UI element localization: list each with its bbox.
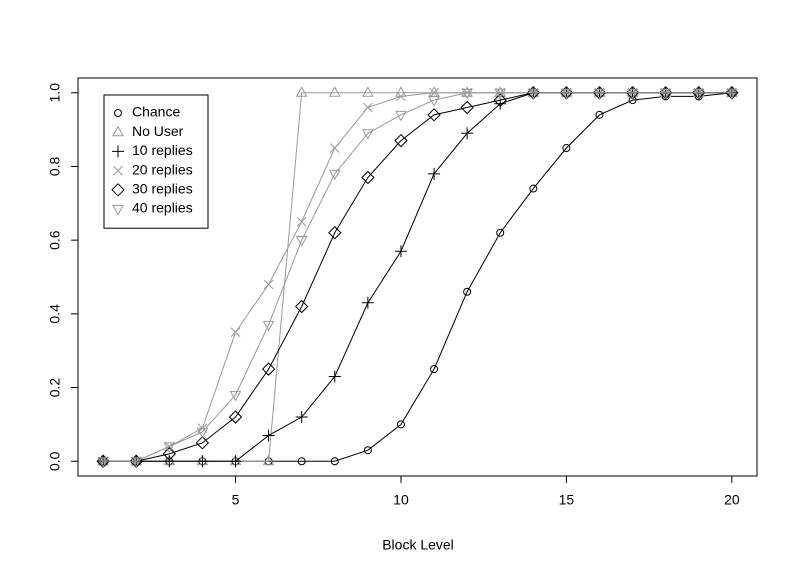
marker (295, 411, 308, 424)
marker (328, 370, 341, 383)
legend-marker (112, 145, 124, 158)
marker (262, 454, 275, 466)
legend-marker (113, 165, 123, 176)
marker (394, 133, 408, 148)
marker (493, 93, 507, 107)
marker (362, 86, 374, 97)
x-tick-label: 5 (232, 492, 240, 508)
y-tick-label: 0.0 (47, 451, 63, 471)
marker (294, 299, 309, 314)
marker (428, 96, 440, 107)
marker (328, 86, 341, 97)
marker (692, 88, 705, 100)
marker (463, 287, 472, 296)
marker (295, 236, 308, 247)
legend-label: 20 replies (132, 161, 193, 177)
marker (395, 86, 407, 97)
marker (562, 144, 571, 153)
legend-label: Chance (132, 104, 180, 120)
x-tick-label: 20 (724, 492, 740, 508)
marker (361, 296, 374, 309)
marker (659, 88, 672, 100)
marker (329, 143, 340, 153)
marker (162, 447, 177, 461)
marker (363, 102, 373, 113)
marker (726, 88, 738, 100)
y-tick-label: 0.4 (47, 304, 63, 324)
x-tick-label: 15 (559, 492, 575, 508)
legend-marker (112, 125, 124, 137)
legend-marker (114, 109, 122, 117)
marker (461, 86, 473, 97)
marker (363, 446, 372, 455)
series-line (103, 92, 732, 462)
marker (163, 442, 176, 454)
marker (560, 88, 573, 100)
marker (527, 88, 540, 100)
x-tick-label: 10 (393, 492, 409, 508)
marker (595, 110, 604, 119)
marker (396, 420, 405, 429)
marker (195, 436, 210, 450)
marker (626, 88, 639, 100)
marker (395, 110, 407, 122)
marker (297, 457, 306, 466)
marker (230, 327, 241, 338)
marker (361, 170, 375, 185)
marker (396, 91, 406, 102)
marker (328, 169, 341, 181)
marker (196, 455, 209, 468)
legend-label: 10 replies (132, 142, 193, 158)
marker (163, 455, 176, 468)
marker (295, 86, 308, 97)
marker (228, 410, 243, 424)
marker (593, 88, 606, 100)
marker (394, 245, 407, 258)
marker (196, 427, 209, 439)
y-tick-label: 0.6 (47, 230, 63, 250)
marker (460, 100, 474, 115)
marker (262, 320, 275, 332)
legend-marker (111, 183, 125, 197)
y-tick-label: 1.0 (47, 83, 63, 103)
marker (529, 184, 538, 193)
y-tick-label: 0.8 (47, 157, 63, 177)
marker (229, 455, 242, 468)
marker (494, 88, 507, 100)
marker (496, 228, 505, 237)
x-axis-label: Block Level (382, 537, 454, 553)
marker (330, 457, 339, 466)
legend-label: 30 replies (132, 181, 193, 197)
plot-frame (77, 77, 758, 477)
marker (429, 87, 439, 98)
marker (261, 362, 276, 376)
marker (461, 88, 473, 100)
marker (130, 457, 143, 468)
marker (427, 108, 441, 122)
marker (494, 86, 507, 97)
marker (229, 390, 242, 402)
marker (430, 365, 439, 374)
legend-label: 40 replies (132, 200, 193, 216)
marker (263, 279, 274, 290)
marker (362, 129, 374, 140)
legend-marker (112, 205, 124, 216)
marker (296, 216, 307, 227)
marker (97, 457, 109, 468)
y-tick-label: 0.2 (47, 378, 63, 398)
marker (428, 167, 441, 180)
legend-label: No User (132, 123, 184, 139)
marker (461, 127, 474, 140)
marker (262, 429, 275, 442)
marker (328, 226, 342, 240)
